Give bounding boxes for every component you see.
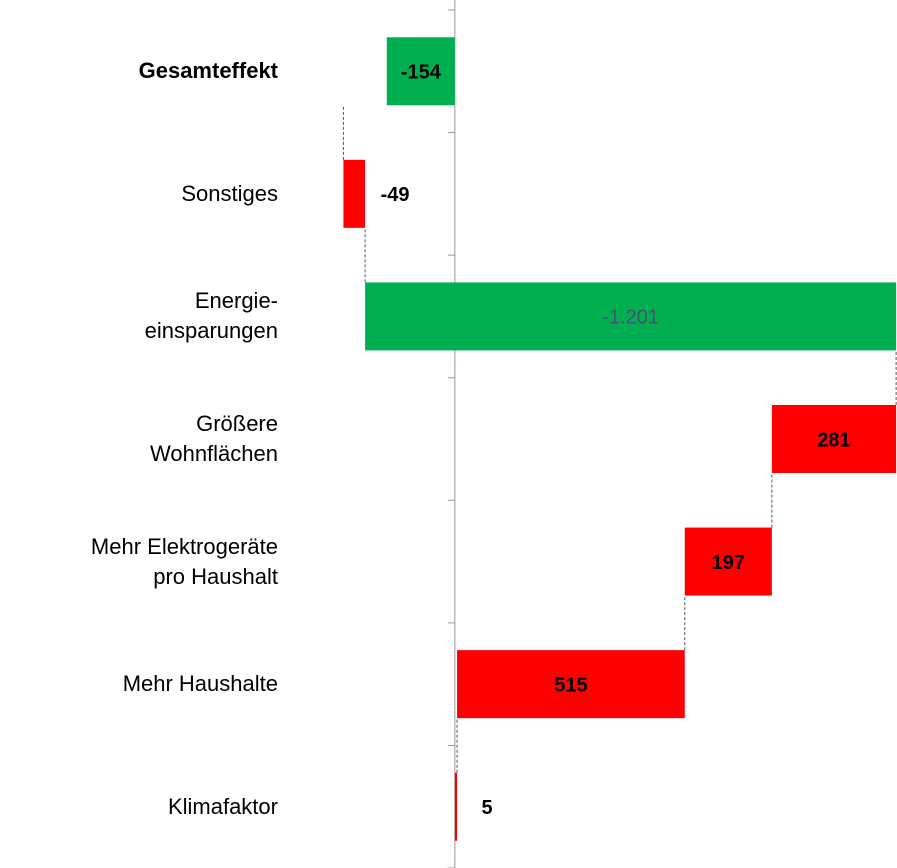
bar (454, 772, 458, 841)
bar (365, 282, 897, 351)
category-label: Größere Wohnflächen (149, 411, 278, 466)
value-label: -49 (381, 184, 410, 206)
category-label: Klimafaktor (167, 793, 278, 819)
bar (684, 527, 772, 596)
bar (457, 650, 685, 719)
bar (771, 405, 897, 473)
value-label: 5 (482, 797, 493, 819)
category-label: Gesamteffekt (138, 58, 278, 84)
category-label: Mehr Elektrogeräte pro Haushalt (90, 533, 278, 589)
category-label: Mehr Haushalte (122, 671, 278, 697)
value-label: 197 (712, 552, 745, 574)
bar (343, 159, 366, 228)
value-label: -154 (401, 62, 442, 84)
value-label: 515 (554, 674, 587, 696)
value-label: -1.201 (602, 307, 659, 329)
bar (386, 37, 455, 106)
category-label: Sonstiges (181, 180, 278, 206)
category-label: Energie- einsparungen (144, 288, 278, 344)
value-label: 281 (817, 429, 850, 451)
